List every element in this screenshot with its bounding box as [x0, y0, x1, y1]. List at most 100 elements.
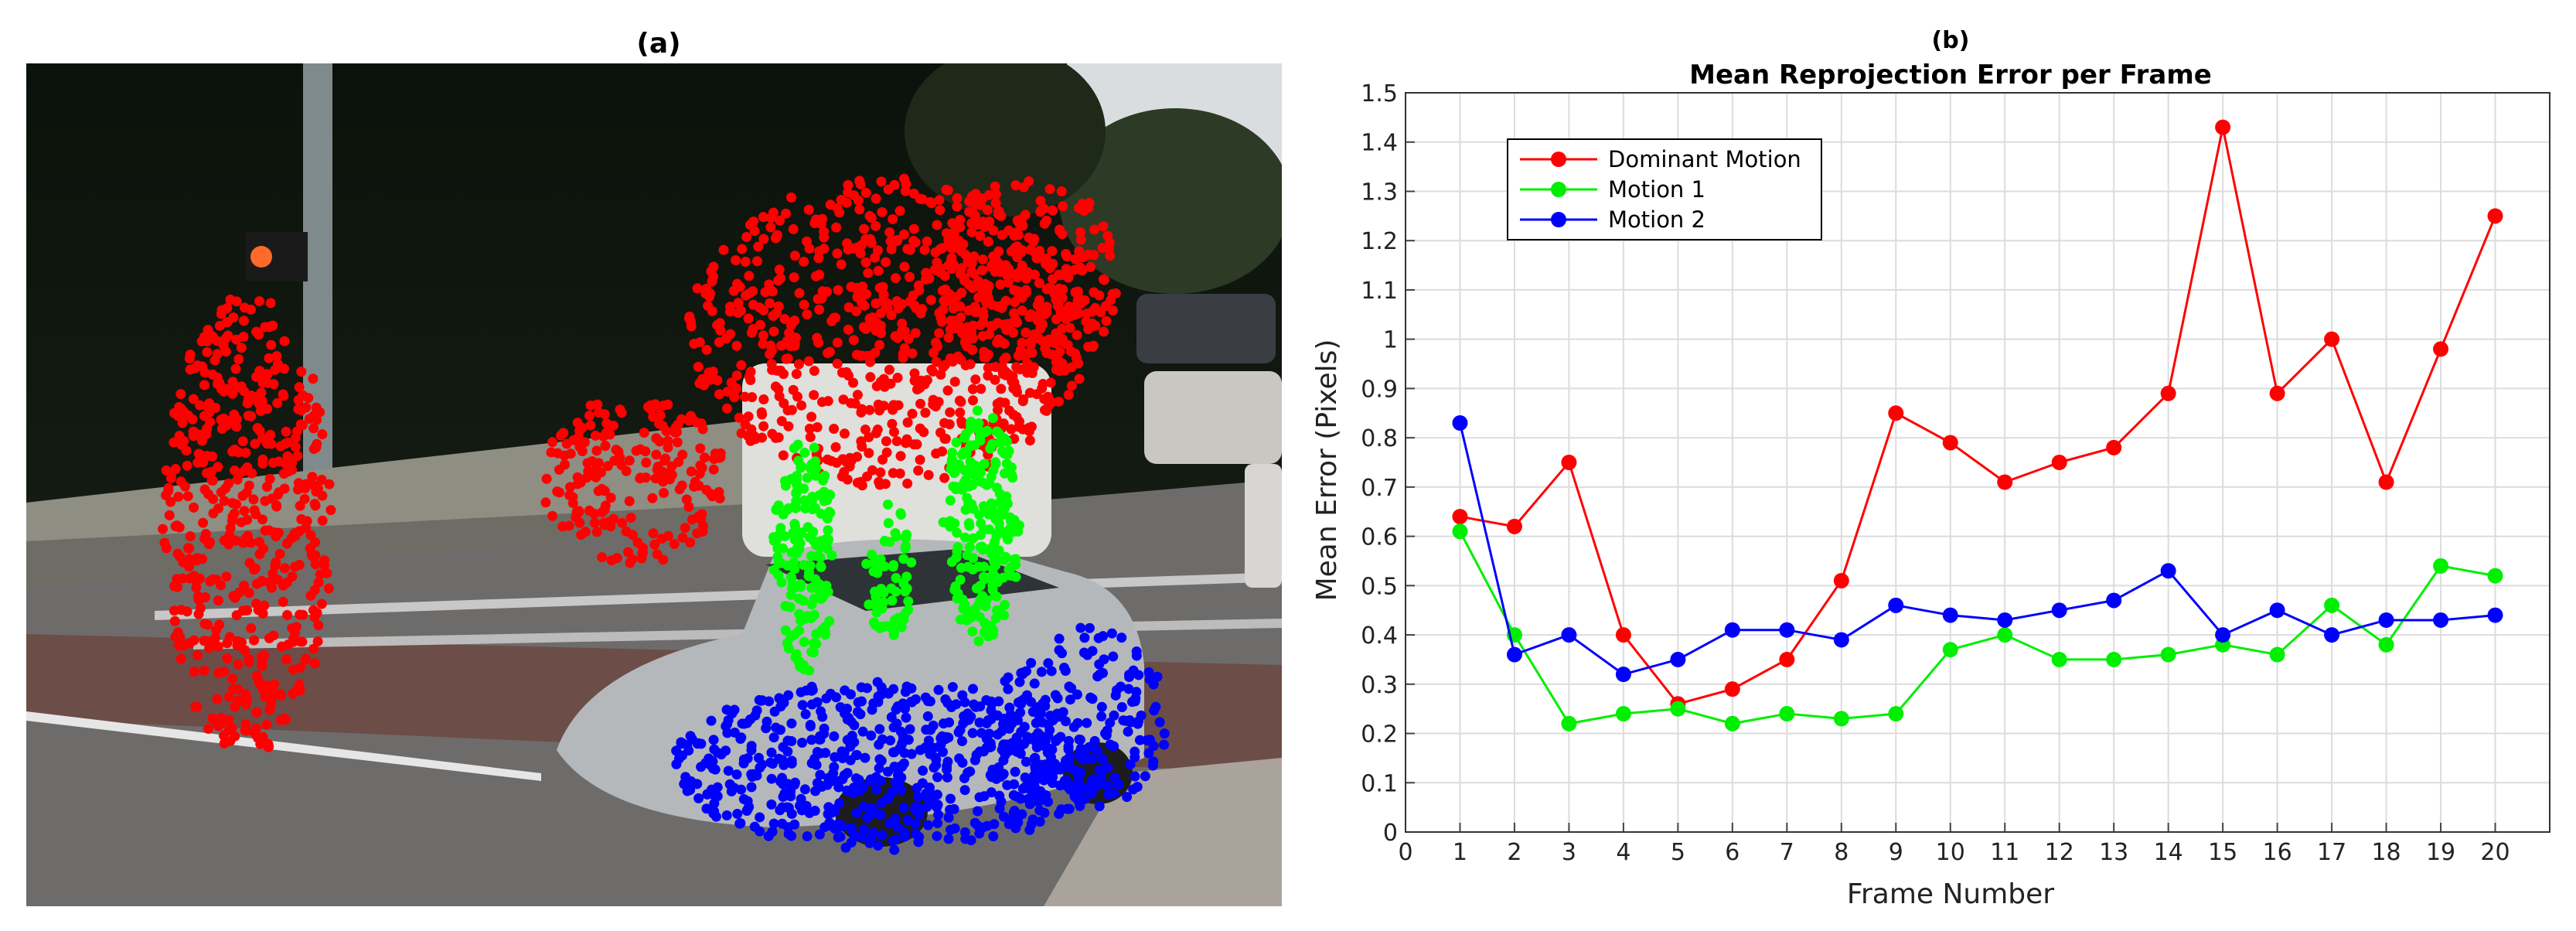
feature-point	[672, 437, 683, 448]
feature-point	[988, 258, 999, 269]
feature-point	[958, 603, 969, 614]
feature-point	[1148, 679, 1159, 690]
feature-point	[891, 718, 902, 729]
feature-point	[779, 314, 790, 325]
feature-point	[172, 627, 183, 638]
feature-point	[874, 339, 885, 350]
trees-mid	[905, 63, 1106, 217]
feature-point	[268, 379, 279, 390]
feature-point	[635, 472, 646, 483]
feature-point	[746, 745, 757, 755]
feature-point	[296, 514, 307, 525]
feature-point	[883, 518, 894, 529]
feature-point	[935, 370, 946, 380]
feature-point	[1039, 807, 1050, 818]
y-tick-label: 1	[1383, 327, 1398, 354]
feature-point	[922, 236, 932, 247]
feature-point	[898, 803, 909, 813]
feature-point	[884, 364, 894, 375]
data-point	[2433, 612, 2449, 628]
feature-point	[163, 483, 174, 493]
feature-point	[1159, 728, 1170, 739]
sidewalk	[1044, 758, 1282, 906]
feature-point	[979, 288, 990, 299]
feature-point	[1063, 390, 1074, 401]
feature-point	[1058, 337, 1068, 348]
feature-point	[207, 475, 218, 486]
feature-point	[775, 523, 786, 534]
x-tick-label: 14	[2154, 839, 2183, 866]
feature-point	[938, 304, 949, 315]
feature-point	[953, 727, 964, 738]
feature-point	[913, 791, 924, 802]
feature-point	[896, 772, 907, 783]
feature-point	[932, 772, 943, 783]
traffic-light-lamp	[250, 246, 272, 268]
feature-point	[991, 426, 1002, 437]
feature-point	[800, 709, 811, 720]
feature-point	[809, 609, 819, 620]
feature-point	[973, 462, 984, 472]
feature-point	[697, 373, 708, 384]
feature-point	[777, 818, 788, 829]
feature-point	[737, 244, 748, 254]
data-point	[1997, 474, 2013, 490]
data-point	[2160, 646, 2176, 663]
feature-point	[591, 445, 602, 456]
feature-point	[825, 200, 836, 210]
feature-point	[952, 218, 963, 229]
feature-point	[587, 456, 598, 467]
feature-point	[869, 617, 880, 628]
feature-point	[877, 206, 888, 217]
feature-point	[898, 732, 908, 742]
feature-point	[686, 321, 697, 332]
feature-point	[774, 390, 785, 401]
feature-point	[945, 793, 956, 804]
feature-point	[809, 442, 819, 453]
feature-point	[201, 425, 212, 436]
feature-point	[923, 469, 934, 480]
feature-point	[872, 425, 883, 435]
feature-point	[979, 352, 990, 363]
feature-point	[708, 261, 719, 272]
feature-point	[733, 298, 744, 309]
feature-point	[945, 495, 956, 506]
feature-point	[736, 305, 747, 316]
feature-point	[939, 271, 950, 281]
feature-point	[239, 506, 250, 517]
feature-point	[894, 206, 905, 217]
feature-point	[746, 769, 757, 779]
feature-point	[797, 737, 808, 748]
feature-point	[1000, 367, 1011, 377]
feature-point	[858, 824, 869, 835]
feature-point	[920, 408, 931, 418]
feature-point	[977, 265, 988, 276]
feature-point	[910, 694, 921, 704]
feature-point	[907, 348, 918, 359]
feature-point	[864, 599, 874, 610]
feature-point	[267, 320, 278, 331]
feature-point	[768, 818, 779, 829]
feature-point	[874, 724, 885, 735]
feature-point	[900, 687, 911, 697]
feature-point	[1029, 678, 1040, 689]
feature-point	[269, 679, 280, 690]
feature-point	[770, 233, 781, 244]
feature-point	[765, 349, 775, 360]
feature-point	[905, 244, 915, 255]
data-point	[1942, 607, 1958, 623]
feature-point	[857, 782, 868, 793]
feature-point	[819, 822, 830, 833]
feature-point	[197, 451, 208, 462]
feature-point	[988, 625, 999, 636]
feature-point	[686, 466, 697, 477]
y-tick-label: 0.7	[1361, 475, 1398, 502]
feature-point	[868, 566, 879, 577]
feature-point	[701, 803, 712, 814]
feature-point	[888, 214, 898, 225]
feature-point	[1006, 424, 1017, 435]
feature-point	[325, 505, 336, 516]
feature-point	[873, 841, 884, 851]
feature-point	[593, 408, 604, 418]
feature-point	[778, 543, 789, 554]
